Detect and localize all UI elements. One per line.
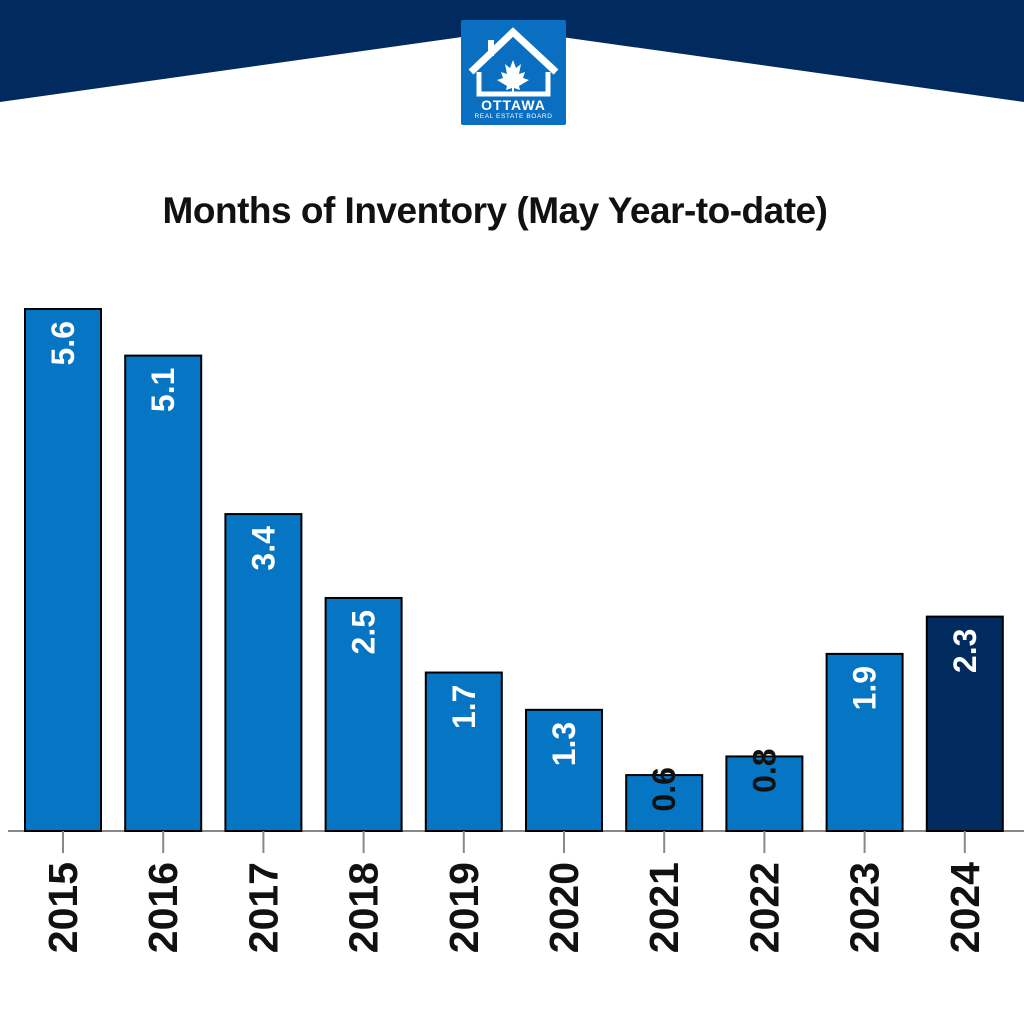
- bar-2015: [24, 308, 102, 832]
- logo-name: OTTAWA: [481, 97, 546, 113]
- bar-2020: [525, 708, 603, 832]
- x-tick-label-2018: 2018: [341, 862, 387, 953]
- x-tick-label-2023: 2023: [842, 862, 888, 953]
- value-label-2018: 2.5: [346, 610, 382, 654]
- bar-2018: [324, 596, 403, 833]
- bar-2017: [224, 513, 303, 832]
- x-tick-label-2022: 2022: [741, 862, 787, 953]
- chart-title: Months of Inventory (May Year-to-date): [162, 190, 828, 231]
- header-banner: [0, 0, 1024, 102]
- bar-2024: [925, 615, 1004, 832]
- x-tick-label-2024: 2024: [942, 862, 988, 953]
- value-label-2019: 1.7: [446, 685, 482, 729]
- bar-2016: [124, 354, 203, 832]
- value-label-2023: 1.9: [847, 666, 883, 710]
- bar-2021: [625, 774, 704, 832]
- value-label-2024: 2.3: [947, 629, 983, 673]
- value-label-2017: 3.4: [245, 526, 281, 571]
- x-tick-label-2019: 2019: [441, 862, 487, 953]
- value-label-2015: 5.6: [45, 321, 81, 365]
- x-tick-label-2017: 2017: [240, 862, 286, 953]
- x-tick-label-2021: 2021: [641, 862, 687, 953]
- logo-subtitle: REAL ESTATE BOARD: [474, 113, 553, 120]
- value-label-2016: 5.1: [145, 368, 181, 412]
- value-label-2020: 1.3: [546, 722, 582, 766]
- value-label-2022: 0.8: [746, 748, 782, 792]
- value-label-2021: 0.6: [646, 767, 682, 811]
- x-tick-label-2016: 2016: [140, 862, 186, 953]
- x-tick-label-2020: 2020: [541, 862, 587, 953]
- x-tick-label-2015: 2015: [40, 862, 86, 953]
- house-maple-leaf-icon: [468, 27, 559, 97]
- ottawa-real-estate-board-logo: OTTAWA REAL ESTATE BOARD: [461, 20, 566, 125]
- bar-2019: [424, 671, 503, 832]
